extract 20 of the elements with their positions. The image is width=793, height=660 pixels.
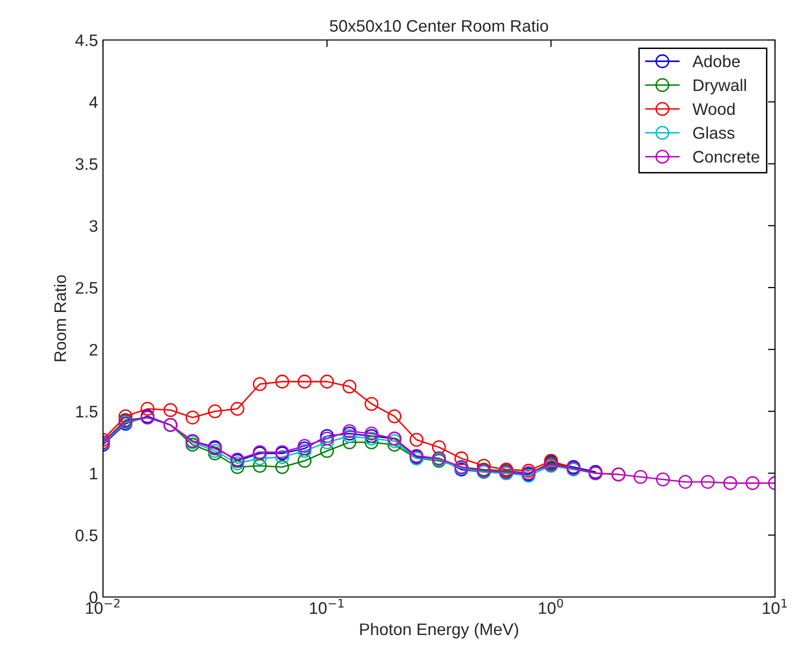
y-tick-label: 0.5: [76, 530, 98, 542]
y-tick-label: 2: [90, 344, 98, 356]
legend-label: Glass: [693, 126, 734, 139]
y-axis-title: Room Ratio: [54, 275, 66, 362]
y-tick-label: 2.5: [76, 282, 98, 294]
x-tick-label: 10$^{1}$: [762, 598, 787, 614]
y-tick-label: 4: [89, 96, 98, 108]
y-tick-label: 1.5: [76, 406, 98, 418]
x-tick-label: 10$^{−1}$: [310, 598, 344, 614]
legend-label: Concrete: [693, 150, 760, 163]
y-tick-label: 3.5: [76, 158, 98, 170]
x-axis-title: Photon Energy (MeV): [360, 622, 518, 638]
legend-label: Adobe: [692, 55, 740, 68]
legend-label: Drywall: [694, 78, 746, 94]
y-tick-label: 4.5: [75, 34, 98, 46]
x-tick-label: 10$^{0}$: [538, 598, 564, 614]
chart-title: 50x50x10 Center Room Ratio: [330, 20, 548, 32]
y-tick-label: 1: [90, 468, 98, 480]
y-tick-label: 3: [90, 220, 98, 232]
legend-label: Wood: [692, 102, 735, 115]
